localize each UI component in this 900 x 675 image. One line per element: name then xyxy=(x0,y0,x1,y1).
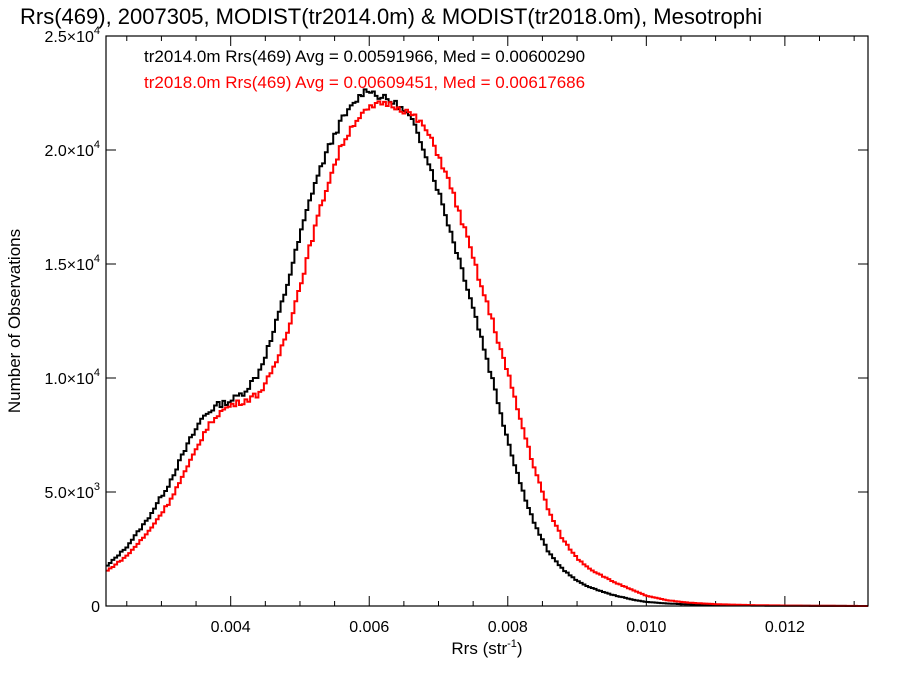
y-tick-label: 2.5×104 xyxy=(44,25,100,46)
chart-title: Rrs(469), 2007305, MODIST(tr2014.0m) & M… xyxy=(20,4,762,29)
x-axis-label-end: ) xyxy=(517,639,523,658)
y-tick-label: 5.0×103 xyxy=(44,481,100,502)
plot-frame xyxy=(105,35,869,607)
y-tick-label-exponent: 4 xyxy=(94,25,100,37)
y-axis-label: Number of Observations xyxy=(5,229,24,413)
legend-entry: tr2018.0m Rrs(469) Avg = 0.00609451, Med… xyxy=(144,73,585,92)
series-line-0 xyxy=(106,88,868,607)
y-tick-label-mantissa: 5.0×10 xyxy=(44,485,93,502)
y-tick-label-mantissa: 0 xyxy=(91,599,100,616)
y-tick-label: 2.0×104 xyxy=(44,139,100,160)
x-axis-label-main: Rrs (str xyxy=(451,639,507,658)
x-axis-ticks: 0.004 0.006 0.008 0.010 0.012 xyxy=(126,36,855,636)
y-tick-label-exponent: 4 xyxy=(94,139,100,151)
y-tick-label-exponent: 3 xyxy=(94,481,100,493)
legend: tr2014.0m Rrs(469) Avg = 0.00591966, Med… xyxy=(144,47,585,92)
y-tick-label: 1.5×104 xyxy=(44,253,100,274)
x-axis-label: Rrs (str-1) xyxy=(451,638,522,658)
x-axis-label-superscript: -1 xyxy=(507,638,517,650)
x-tick-label: 0.004 xyxy=(211,619,251,636)
y-tick-label-mantissa: 1.0×10 xyxy=(44,371,93,388)
x-tick-label: 0.010 xyxy=(626,619,666,636)
x-tick-label: 0.008 xyxy=(488,619,528,636)
legend-entry: tr2014.0m Rrs(469) Avg = 0.00591966, Med… xyxy=(144,47,585,66)
series-line-1 xyxy=(106,100,868,607)
y-tick-label-exponent: 4 xyxy=(94,253,100,265)
series-layer xyxy=(106,88,868,607)
y-tick-label-mantissa: 2.0×10 xyxy=(44,143,93,160)
x-tick-label: 0.006 xyxy=(349,619,389,636)
y-tick-label-mantissa: 2.5×10 xyxy=(44,29,93,46)
y-tick-label: 1.0×104 xyxy=(44,367,100,388)
y-tick-label-mantissa: 1.5×10 xyxy=(44,257,93,274)
y-tick-label: 0 xyxy=(91,599,100,616)
x-tick-label: 0.012 xyxy=(765,619,805,636)
y-tick-label-exponent: 4 xyxy=(94,367,100,379)
